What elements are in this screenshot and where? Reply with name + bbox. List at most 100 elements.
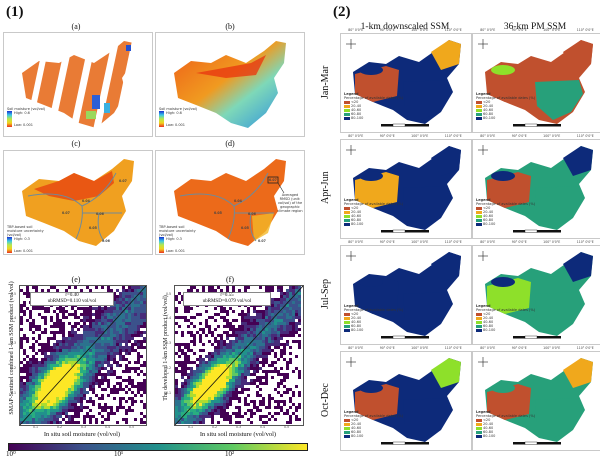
density-cell	[256, 328, 259, 331]
density-cell	[298, 418, 301, 421]
density-cell	[292, 328, 295, 331]
density-cell	[86, 343, 89, 346]
density-cell	[86, 406, 89, 409]
density-cell	[143, 319, 146, 322]
density-cell	[128, 319, 131, 322]
legend-class-0: <20	[344, 100, 403, 104]
density-cell	[274, 334, 277, 337]
seasonal-map-jul-sep-pm: Legend Percentage of available dates (%) <…	[472, 245, 600, 345]
density-cell	[259, 343, 262, 346]
seasonal-map-jan-mar-downscaled: Legend Percentage of available dates (%) <…	[340, 33, 472, 133]
density-cell	[101, 361, 104, 364]
legend-title: Legend	[344, 198, 359, 202]
density-cell	[190, 286, 193, 289]
density-cell	[190, 409, 193, 412]
density-cell	[68, 313, 71, 316]
density-cell	[128, 352, 131, 355]
density-cell	[41, 346, 44, 349]
density-cell	[226, 325, 229, 328]
density-cell	[217, 388, 220, 391]
density-cell	[178, 316, 181, 319]
lon-tick-0: 80° 0'0"E	[480, 240, 496, 244]
density-cell	[187, 412, 190, 415]
density-cell	[137, 388, 140, 391]
density-cell	[283, 391, 286, 394]
density-cell	[122, 325, 125, 328]
density-cell	[184, 346, 187, 349]
legend-swatch	[476, 434, 482, 438]
density-cell	[205, 385, 208, 388]
density-cell	[56, 358, 59, 361]
density-cell	[211, 403, 214, 406]
density-cell	[268, 331, 271, 334]
density-cell	[277, 343, 280, 346]
density-cell	[122, 328, 125, 331]
density-cell	[92, 313, 95, 316]
density-cell	[44, 415, 47, 418]
density-cell	[175, 295, 178, 298]
density-cell	[83, 385, 86, 388]
density-cell	[95, 421, 98, 424]
density-cell	[196, 400, 199, 403]
density-cell	[205, 394, 208, 397]
density-cell	[47, 343, 50, 346]
legend-class-4: 80-100	[344, 434, 403, 438]
density-cell	[41, 349, 44, 352]
density-cell	[229, 340, 232, 343]
density-cell	[119, 307, 122, 310]
density-cell	[47, 388, 50, 391]
density-cell	[259, 382, 262, 385]
density-cell	[241, 310, 244, 313]
density-cell	[77, 388, 80, 391]
density-cell	[59, 358, 62, 361]
density-cell	[119, 349, 122, 352]
density-cell	[274, 355, 277, 358]
density-cell	[250, 331, 253, 334]
density-cell	[205, 388, 208, 391]
density-cell	[253, 340, 256, 343]
density-cell	[56, 307, 59, 310]
density-cell	[65, 385, 68, 388]
density-cell	[128, 301, 131, 304]
scale-bar	[513, 441, 561, 445]
scatter-f: r=0.55 ubRMSD=0.079 vol/vol	[174, 285, 304, 426]
density-cell	[131, 295, 134, 298]
density-cell	[77, 397, 80, 400]
density-cell	[280, 301, 283, 304]
density-cell	[205, 310, 208, 313]
density-cell	[298, 403, 301, 406]
density-cell	[26, 319, 29, 322]
density-cell	[286, 310, 289, 313]
density-cell	[235, 343, 238, 346]
density-cell	[241, 325, 244, 328]
lon-ticks: 80° 0'0"E 90° 0'0"E 100° 0'0"E 110° 0'0"E	[340, 240, 470, 244]
density-cell	[223, 364, 226, 367]
density-cell	[74, 316, 77, 319]
density-cell	[193, 382, 196, 385]
density-cell	[101, 409, 104, 412]
density-cell	[253, 316, 256, 319]
legend-class-0: <20	[344, 418, 403, 422]
density-cell	[71, 337, 74, 340]
density-cell	[89, 400, 92, 403]
density-cell	[59, 421, 62, 424]
density-cell	[83, 349, 86, 352]
ytick-f-4: 0.5	[166, 292, 172, 296]
density-cell	[268, 397, 271, 400]
density-cell	[250, 334, 253, 337]
density-cell	[229, 397, 232, 400]
density-cell	[41, 364, 44, 367]
density-cell	[71, 373, 74, 376]
density-cell	[271, 397, 274, 400]
density-cell	[292, 319, 295, 322]
density-cell	[68, 352, 71, 355]
density-cell	[122, 289, 125, 292]
density-cell	[59, 325, 62, 328]
density-cell	[56, 364, 59, 367]
density-cell	[211, 355, 214, 358]
density-cell	[65, 409, 68, 412]
density-cell	[77, 346, 80, 349]
subplot-d-label: (d)	[225, 139, 235, 148]
density-cell	[271, 298, 274, 301]
region-west	[487, 384, 531, 420]
